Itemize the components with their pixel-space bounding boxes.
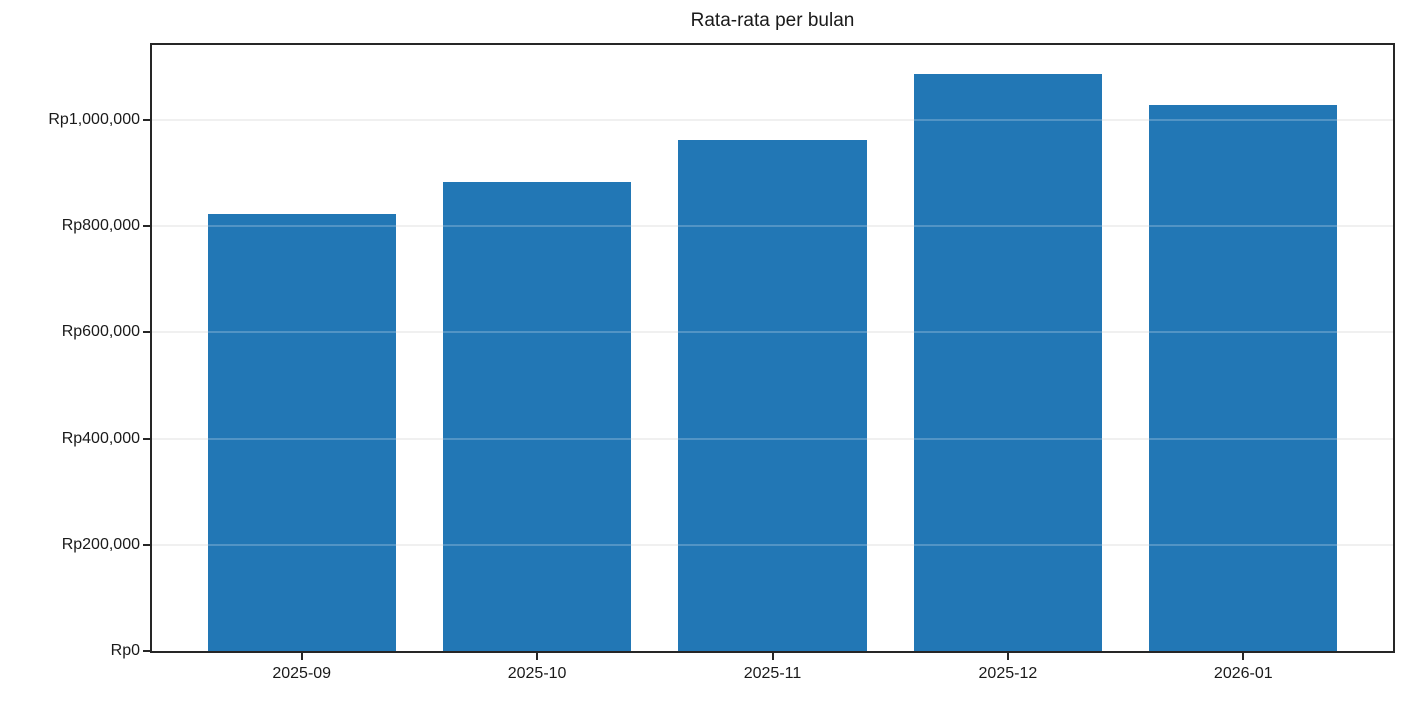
gridline-over xyxy=(152,331,1393,334)
y-tick-label: Rp200,000 xyxy=(61,535,140,553)
gridline-over xyxy=(152,543,1393,546)
x-tick-mark xyxy=(536,653,539,660)
x-tick-label: 2025-11 xyxy=(743,665,802,682)
gridline-over xyxy=(152,118,1393,121)
x-tick-label: 2025-09 xyxy=(272,665,332,682)
y-tick-label: Rp1,000,000 xyxy=(48,110,140,128)
bar-2025-09 xyxy=(207,213,396,651)
gridlines-over-layer xyxy=(152,45,1393,651)
chart-title: Rata-rata per bulan xyxy=(690,10,855,31)
x-tick-label: 2026-01 xyxy=(1213,665,1273,682)
gridline-over xyxy=(152,225,1393,228)
y-tick-mark xyxy=(143,650,150,652)
x-tick-mark xyxy=(1242,653,1245,660)
y-tick-mark xyxy=(143,331,150,334)
y-tick-label: Rp0 xyxy=(110,642,140,659)
x-tick-mark xyxy=(1006,653,1009,660)
y-tick-mark xyxy=(143,437,150,440)
gridline-over xyxy=(152,437,1393,440)
x-tick-mark xyxy=(771,653,774,660)
bar-2025-11 xyxy=(678,140,867,651)
bars-layer xyxy=(152,45,1393,651)
y-tick-mark xyxy=(143,543,150,546)
x-tick-mark xyxy=(300,653,303,660)
y-tick-label: Rp600,000 xyxy=(61,323,140,341)
x-tick-label: 2025-10 xyxy=(507,665,567,682)
bar-2025-12 xyxy=(913,73,1103,651)
y-tick-mark xyxy=(143,225,150,228)
y-tick-label: Rp400,000 xyxy=(61,429,140,447)
bar-2026-01 xyxy=(1149,105,1338,651)
x-tick-label: 2025-12 xyxy=(978,665,1038,682)
y-tick-label: Rp800,000 xyxy=(61,217,140,235)
bar-2025-10 xyxy=(442,181,632,651)
gridline-under xyxy=(152,118,1393,121)
y-tick-mark xyxy=(143,118,150,121)
plot-area xyxy=(150,43,1395,653)
